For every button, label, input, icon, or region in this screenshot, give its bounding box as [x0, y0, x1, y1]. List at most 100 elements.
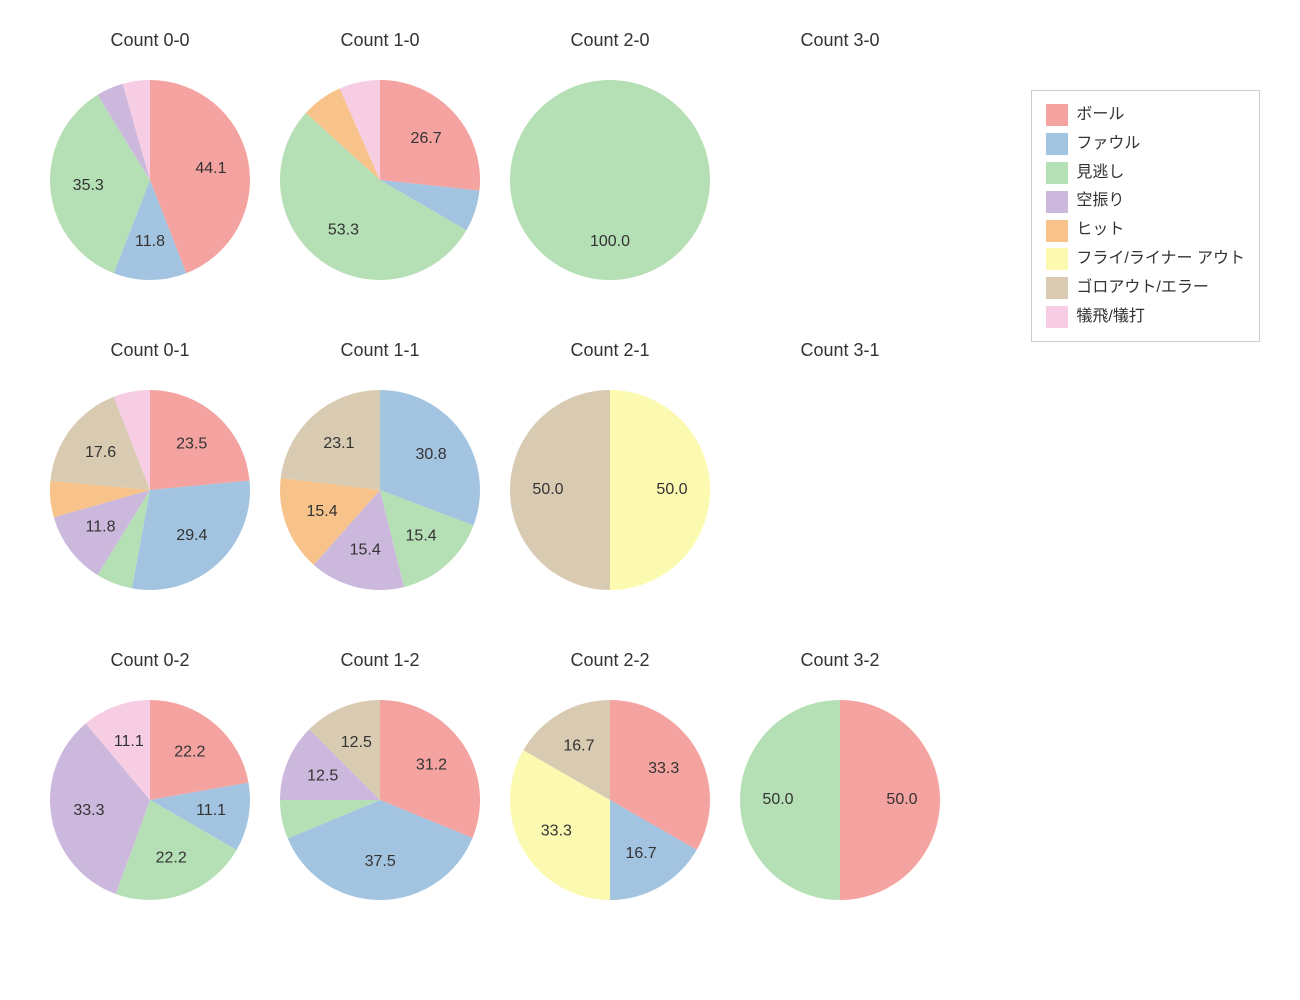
chart-cell: Count 1-0 26.7 53.3	[270, 30, 490, 330]
chart-title: Count 0-0	[40, 30, 260, 51]
pie-slice-label: 50.0	[532, 481, 563, 498]
pie-wrap: 31.2 37.5 12.512.5	[280, 700, 480, 900]
chart-cell: Count 0-0 44.1 11.8 35.3	[40, 30, 260, 330]
pie-chart: 31.2 37.5 12.512.5	[280, 700, 480, 900]
chart-title: Count 1-2	[270, 650, 490, 671]
legend-swatch	[1046, 277, 1068, 299]
legend-swatch	[1046, 191, 1068, 213]
legend-swatch	[1046, 133, 1068, 155]
legend-label: ファウル	[1076, 130, 1140, 159]
pie-slice-label: 37.5	[365, 853, 396, 870]
pie-wrap: 100.0	[510, 80, 710, 280]
chart-title: Count 0-1	[40, 340, 260, 361]
pie-slice-label: 12.5	[341, 734, 372, 751]
pie-slice-label: 50.0	[656, 481, 687, 498]
pie-chart: 50.0 50.0	[510, 390, 710, 590]
pie-slice-label: 11.1	[196, 802, 226, 819]
pie-slice-label: 35.3	[73, 177, 104, 194]
pie-chart: 100.0	[510, 80, 710, 280]
legend-swatch	[1046, 162, 1068, 184]
legend-label: ゴロアウト/エラー	[1076, 274, 1208, 303]
pie-chart: 50.050.0	[740, 700, 940, 900]
pie-slice-label: 23.5	[176, 435, 207, 452]
pie-slice-label: 12.5	[307, 767, 338, 784]
chart-cell: Count 2-0 100.0	[500, 30, 720, 330]
pie-slice-label: 11.8	[135, 233, 165, 250]
chart-title: Count 3-1	[730, 340, 950, 361]
pie-slice-label: 26.7	[411, 130, 442, 147]
pie-slice-label: 33.3	[73, 802, 104, 819]
legend-row: ゴロアウト/エラー	[1046, 274, 1245, 303]
pie-chart: 30.8 15.4 15.4 15.4 23.1	[280, 390, 480, 590]
pie-slice-label: 44.1	[195, 160, 226, 177]
chart-cell: Count 0-1 23.5 29.4 11.8 17.6	[40, 340, 260, 640]
chart-cell: Count 2-2 33.3 16.7 33.3 16.7	[500, 650, 720, 950]
legend-row: フライ/ライナー アウト	[1046, 245, 1245, 274]
pie-grid: Count 0-044.111.835.3Count 1-026.753.3Co…	[40, 30, 950, 950]
legend-swatch	[1046, 306, 1068, 328]
chart-title: Count 2-1	[500, 340, 720, 361]
chart-title: Count 0-2	[40, 650, 260, 671]
pie-slice-label: 11.8	[86, 519, 116, 536]
legend-label: 犠飛/犠打	[1076, 303, 1144, 332]
chart-title: Count 3-0	[730, 30, 950, 51]
legend: ボールファウル見逃し空振りヒットフライ/ライナー アウトゴロアウト/エラー犠飛/…	[1031, 90, 1260, 342]
chart-title: Count 1-1	[270, 340, 490, 361]
pie-wrap: 50.0 50.0	[510, 390, 710, 590]
legend-swatch	[1046, 220, 1068, 242]
legend-label: 見逃し	[1076, 159, 1124, 188]
chart-canvas: Count 0-044.111.835.3Count 1-026.753.3Co…	[0, 0, 1300, 1000]
pie-slice-label: 31.2	[416, 757, 447, 774]
legend-row: ファウル	[1046, 130, 1245, 159]
legend-label: フライ/ライナー アウト	[1076, 245, 1245, 274]
pie-slice-label: 16.7	[625, 845, 656, 862]
pie-slice-label: 100.0	[590, 233, 630, 250]
chart-cell: Count 3-0	[730, 30, 950, 330]
pie-slice-label: 15.4	[306, 503, 337, 520]
chart-title: Count 1-0	[270, 30, 490, 51]
legend-swatch	[1046, 248, 1068, 270]
pie-wrap: 30.8 15.4 15.4 15.4 23.1	[280, 390, 480, 590]
pie-chart: 26.7 53.3	[280, 80, 480, 280]
pie-slice-label: 16.7	[563, 738, 594, 755]
pie-chart: 44.1 11.8 35.3	[50, 80, 250, 280]
legend-label: 空振り	[1076, 187, 1124, 216]
pie-slice-label: 15.4	[350, 541, 381, 558]
chart-title: Count 2-2	[500, 650, 720, 671]
chart-cell: Count 0-2 22.2 11.1 22.2 33.3 11.1	[40, 650, 260, 950]
pie-slice-label: 22.2	[174, 744, 205, 761]
legend-row: ヒット	[1046, 216, 1245, 245]
pie-wrap: 26.7 53.3	[280, 80, 480, 280]
pie-wrap: 33.3 16.7 33.3 16.7	[510, 700, 710, 900]
pie-chart: 23.5 29.4 11.8 17.6	[50, 390, 250, 590]
pie-wrap: 44.1 11.8 35.3	[50, 80, 250, 280]
chart-cell: Count 3-1	[730, 340, 950, 640]
pie-slice-label: 11.1	[114, 733, 144, 750]
legend-row: 空振り	[1046, 187, 1245, 216]
pie-chart: 22.2 11.1 22.2 33.3 11.1	[50, 700, 250, 900]
pie-slice-label: 50.0	[762, 791, 793, 808]
pie-wrap: 50.050.0	[740, 700, 940, 900]
chart-cell: Count 3-2 50.050.0	[730, 650, 950, 950]
chart-title: Count 2-0	[500, 30, 720, 51]
pie-slice-label: 33.3	[648, 760, 679, 777]
pie-slice-label: 17.6	[85, 444, 116, 461]
pie-slice-label: 15.4	[406, 528, 437, 545]
pie-slice-label: 23.1	[323, 435, 354, 452]
pie-chart: 33.3 16.7 33.3 16.7	[510, 700, 710, 900]
chart-title: Count 3-2	[730, 650, 950, 671]
legend-row: ボール	[1046, 101, 1245, 130]
legend-swatch	[1046, 104, 1068, 126]
legend-row: 犠飛/犠打	[1046, 303, 1245, 332]
pie-slice-label: 30.8	[415, 446, 446, 463]
pie-wrap: 23.5 29.4 11.8 17.6	[50, 390, 250, 590]
pie-wrap: 22.2 11.1 22.2 33.3 11.1	[50, 700, 250, 900]
chart-cell: Count 1-1 30.8 15.4 15.4 15.4 23.1	[270, 340, 490, 640]
chart-cell: Count 2-1 50.0 50.0	[500, 340, 720, 640]
pie-slice-label: 33.3	[541, 822, 572, 839]
legend-label: ヒット	[1076, 216, 1124, 245]
pie-slice-label: 22.2	[156, 849, 187, 866]
legend-row: 見逃し	[1046, 159, 1245, 188]
pie-slice-label: 29.4	[176, 527, 207, 544]
pie-slice-label: 53.3	[328, 221, 359, 238]
